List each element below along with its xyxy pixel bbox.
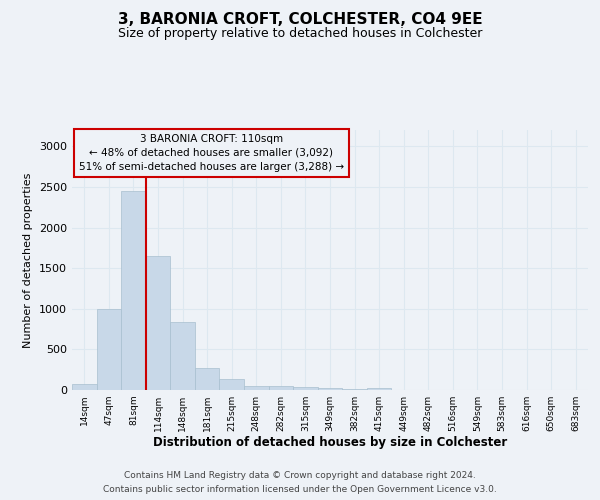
- Text: 3, BARONIA CROFT, COLCHESTER, CO4 9EE: 3, BARONIA CROFT, COLCHESTER, CO4 9EE: [118, 12, 482, 28]
- Text: 3 BARONIA CROFT: 110sqm
← 48% of detached houses are smaller (3,092)
51% of semi: 3 BARONIA CROFT: 110sqm ← 48% of detache…: [79, 134, 344, 172]
- Bar: [220, 378, 244, 390]
- Bar: [293, 387, 318, 390]
- Bar: [72, 384, 97, 390]
- Bar: [121, 191, 146, 390]
- Bar: [367, 388, 391, 390]
- Text: Size of property relative to detached houses in Colchester: Size of property relative to detached ho…: [118, 28, 482, 40]
- Bar: [318, 388, 342, 390]
- Text: Contains HM Land Registry data © Crown copyright and database right 2024.: Contains HM Land Registry data © Crown c…: [124, 472, 476, 480]
- Text: Distribution of detached houses by size in Colchester: Distribution of detached houses by size …: [153, 436, 507, 449]
- Text: Contains public sector information licensed under the Open Government Licence v3: Contains public sector information licen…: [103, 484, 497, 494]
- Bar: [269, 386, 293, 390]
- Bar: [244, 386, 269, 390]
- Bar: [170, 322, 195, 390]
- Bar: [146, 256, 170, 390]
- Y-axis label: Number of detached properties: Number of detached properties: [23, 172, 34, 348]
- Bar: [195, 368, 220, 390]
- Bar: [97, 308, 121, 390]
- Bar: [342, 389, 367, 390]
